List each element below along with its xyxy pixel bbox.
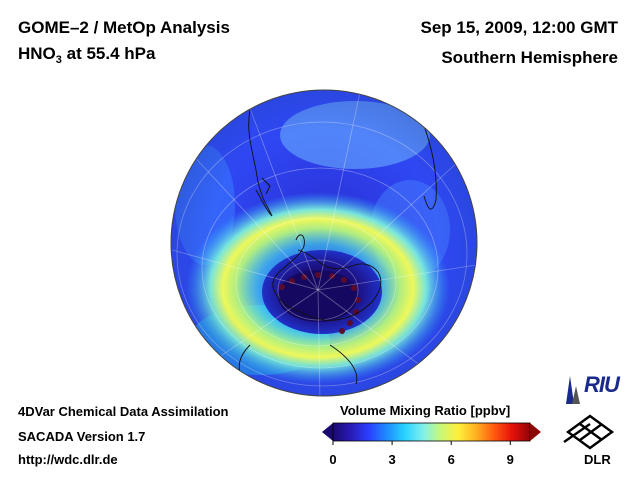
product-title: GOME–2 / MetOp Analysis — [18, 18, 230, 37]
colorbar-title: Volume Mixing Ratio [ppbv] — [340, 403, 511, 418]
riu-logo-text: RIU — [584, 372, 620, 397]
dlr-logo-icon — [563, 414, 615, 450]
colorbar-min-arrow — [322, 423, 333, 441]
riu-logo-mark — [566, 376, 580, 404]
colorbar-tick-label: 3 — [388, 452, 396, 467]
dlr-logo-text: DLR — [584, 452, 611, 467]
globe-outline — [170, 89, 478, 397]
colorbar-tick-label: 6 — [447, 452, 455, 467]
colorbar-max-arrow — [530, 423, 541, 441]
pressure-level: at 55.4 hPa — [61, 44, 156, 63]
hemisphere-title: Southern Hemisphere — [441, 48, 618, 67]
assimilation-label: 4DVar Chemical Data Assimilation — [18, 404, 229, 419]
species-subscript: 3 — [55, 54, 62, 66]
species-name: HNO — [18, 44, 56, 63]
globe-shading — [171, 90, 477, 396]
species-level-title: HNO3 at 55.4 hPa — [18, 44, 155, 66]
colorbar-tick-label: 9 — [506, 452, 514, 467]
colorbar-tick-label: 0 — [329, 452, 337, 467]
colorbar-gradient — [332, 422, 531, 442]
website-link[interactable]: http://wdc.dlr.de — [18, 452, 118, 467]
datetime-title: Sep 15, 2009, 12:00 GMT — [420, 18, 619, 37]
colorbar-tick-marks — [332, 441, 511, 445]
globe-field — [171, 90, 477, 396]
southern-hemisphere-map — [170, 89, 478, 397]
version-label: SACADA Version 1.7 — [18, 429, 146, 444]
